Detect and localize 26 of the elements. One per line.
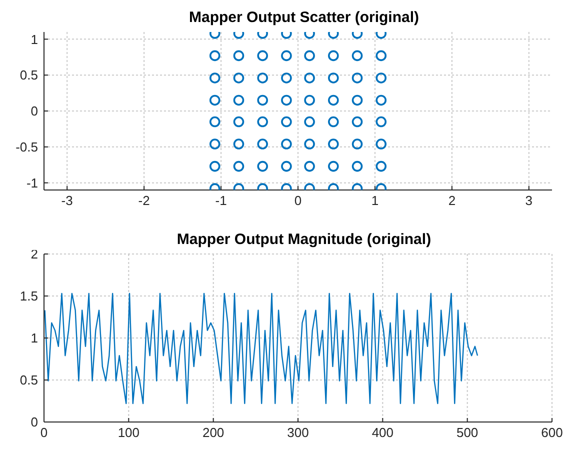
y-tick-label: -0.5 bbox=[16, 140, 38, 155]
x-tick-label: 2 bbox=[448, 193, 456, 208]
x-tick-label: -3 bbox=[61, 193, 73, 208]
x-tick-label: 100 bbox=[118, 425, 140, 440]
y-tick-label: 0.5 bbox=[20, 68, 38, 83]
x-tick-label: 300 bbox=[287, 425, 309, 440]
y-tick-label: 0 bbox=[30, 414, 38, 430]
y-tick-label: 1 bbox=[30, 330, 38, 346]
x-tick-label: 200 bbox=[202, 425, 224, 440]
y-tick-label: 0.5 bbox=[20, 372, 38, 388]
x-tick-label: 500 bbox=[456, 425, 478, 440]
x-tick-label: 0 bbox=[40, 425, 48, 440]
line-series bbox=[44, 292, 478, 404]
chart-title: Mapper Output Scatter (original) bbox=[188, 8, 420, 28]
x-tick-label: -2 bbox=[138, 193, 150, 208]
x-tick-label: 0 bbox=[294, 193, 302, 208]
x-tick-label: 1 bbox=[371, 193, 379, 208]
x-tick-label: 400 bbox=[372, 425, 394, 440]
x-tick-label: 600 bbox=[541, 425, 563, 440]
y-tick-label: -1 bbox=[26, 175, 38, 190]
x-tick-label: -1 bbox=[215, 193, 227, 208]
y-tick-label: 1 bbox=[30, 32, 38, 47]
y-tick-label: 0 bbox=[30, 104, 38, 119]
chart-title: Mapper Output Magnitude (original) bbox=[176, 231, 432, 248]
y-tick-label: 1.5 bbox=[20, 288, 38, 304]
x-tick-label: 3 bbox=[525, 193, 533, 208]
